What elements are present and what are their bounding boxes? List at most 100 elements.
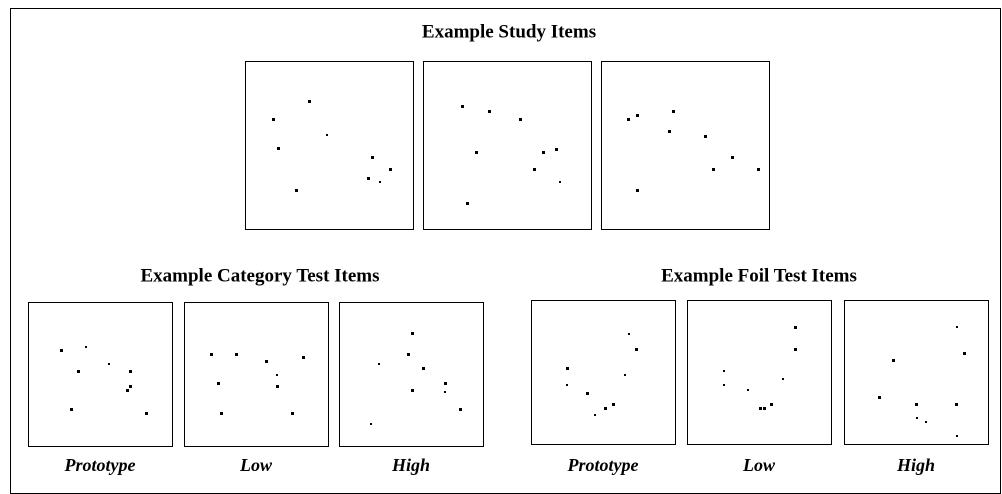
dot — [129, 370, 132, 373]
dot — [126, 389, 129, 392]
dot — [411, 332, 414, 335]
pattern-box — [844, 300, 989, 445]
category-title: Example Category Test Items — [140, 265, 379, 286]
dot — [367, 177, 370, 180]
dot — [466, 202, 469, 205]
dot — [759, 407, 762, 410]
study-title: Example Study Items — [422, 21, 596, 42]
dot — [519, 118, 522, 121]
dot — [295, 189, 298, 192]
dot — [770, 403, 773, 406]
dot — [763, 407, 766, 410]
dot — [555, 148, 558, 151]
dot — [794, 326, 797, 329]
item-label: Low — [742, 455, 776, 475]
dot — [627, 118, 630, 121]
pattern-box — [339, 302, 484, 447]
dot — [604, 407, 607, 410]
dot — [782, 378, 784, 380]
dot — [956, 326, 958, 328]
dot — [956, 435, 958, 437]
dots — [60, 100, 966, 437]
dot — [628, 333, 630, 335]
dot — [220, 412, 223, 415]
dot — [668, 130, 671, 133]
dot — [407, 353, 410, 356]
dot — [389, 168, 392, 171]
dot — [594, 414, 596, 416]
dot — [371, 156, 374, 159]
dot — [276, 385, 279, 388]
dot — [612, 403, 615, 406]
dot — [533, 168, 536, 171]
dot — [475, 151, 478, 154]
dot — [915, 403, 918, 406]
dot — [291, 412, 294, 415]
dot — [217, 382, 220, 385]
dot — [422, 367, 425, 370]
pattern-box — [601, 61, 770, 230]
dot — [925, 421, 927, 423]
item-label: Prototype — [567, 455, 639, 475]
dot — [129, 385, 132, 388]
dot — [488, 110, 491, 113]
dot — [672, 110, 675, 113]
dot — [461, 105, 464, 108]
dot — [276, 374, 278, 376]
item-label: Low — [239, 455, 273, 475]
dot — [635, 348, 638, 351]
dot — [559, 181, 561, 183]
dot — [60, 349, 63, 352]
dot — [308, 100, 311, 103]
pattern-box — [423, 61, 592, 230]
dot — [326, 134, 328, 136]
item-label: High — [896, 455, 935, 475]
dot — [747, 389, 749, 391]
dot — [955, 403, 958, 406]
dot — [235, 353, 238, 356]
dot — [70, 408, 73, 411]
item-label: Prototype — [64, 455, 136, 475]
pattern-box — [28, 302, 173, 447]
dot — [459, 408, 462, 411]
dot — [916, 417, 918, 419]
pattern-box — [531, 300, 676, 445]
dot — [731, 156, 734, 159]
dot — [704, 135, 707, 138]
category-boxes — [28, 302, 484, 447]
dot — [757, 168, 760, 171]
dot — [794, 348, 797, 351]
dot — [411, 389, 414, 392]
dot — [566, 367, 569, 370]
dot — [892, 359, 895, 362]
dot — [378, 363, 380, 365]
dot — [85, 346, 87, 348]
dot — [542, 151, 545, 154]
item-label: High — [391, 455, 430, 475]
dot — [444, 382, 447, 385]
dot — [272, 118, 275, 121]
pattern-box — [184, 302, 329, 447]
dot — [265, 360, 268, 363]
dot — [636, 189, 639, 192]
dot — [145, 412, 148, 415]
foil-boxes — [531, 300, 989, 445]
dot — [636, 114, 639, 117]
dot — [210, 353, 213, 356]
dot — [723, 370, 725, 372]
dot — [878, 396, 881, 399]
dot — [586, 392, 589, 395]
dot — [277, 147, 280, 150]
dot — [624, 374, 626, 376]
dot — [444, 391, 446, 393]
dot — [370, 423, 372, 425]
dot — [963, 352, 966, 355]
dot — [77, 370, 80, 373]
dot — [566, 384, 568, 386]
dot — [302, 356, 305, 359]
dot — [723, 384, 725, 386]
dot — [712, 168, 715, 171]
dot — [108, 363, 110, 365]
pattern-box — [245, 61, 414, 230]
